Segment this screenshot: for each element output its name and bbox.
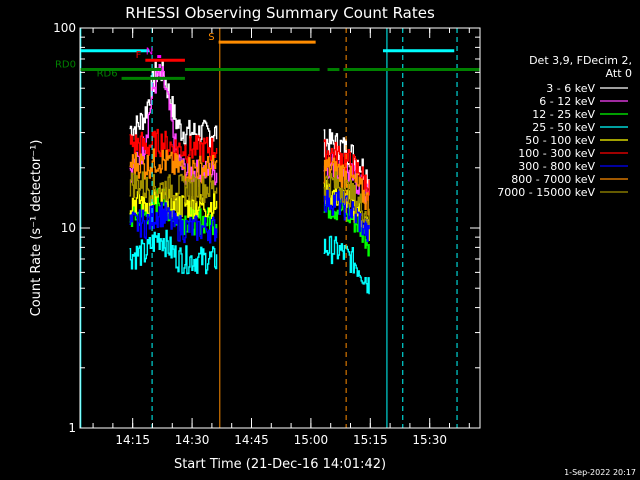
series-8-segment-0 xyxy=(129,171,218,203)
x-tick-label-2: 14:45 xyxy=(234,433,269,447)
y-tick-label-2: 100 xyxy=(53,21,76,35)
x-tick-label-4: 15:15 xyxy=(353,433,388,447)
legend-label-0: 3 - 6 keV xyxy=(546,82,595,95)
y-tick-label-0: 1 xyxy=(68,421,76,435)
legend-label-5: 100 - 300 keV xyxy=(518,147,595,160)
series-7-segment-1 xyxy=(323,157,370,216)
legend-label-2: 12 - 25 keV xyxy=(532,108,595,121)
series-8-segment-1 xyxy=(323,171,370,225)
legend-label-7: 800 - 7000 keV xyxy=(511,173,595,186)
y-tick-label-1: 10 xyxy=(61,221,76,235)
legend-header-0: Det 3,9, FDecim 2, xyxy=(529,54,632,67)
legend-header-1: Att 0 xyxy=(606,67,632,80)
legend-label-4: 50 - 100 keV xyxy=(525,134,595,147)
flag-label-2: F xyxy=(136,50,142,61)
series-5-segment-0 xyxy=(129,128,218,164)
x-tick-label-3: 15:00 xyxy=(294,433,329,447)
series-6-segment-0 xyxy=(129,201,218,244)
series-3 xyxy=(129,229,370,295)
series-5 xyxy=(129,128,370,201)
flag-label-1: S xyxy=(208,32,214,43)
legend-label-6: 300 - 800 keV xyxy=(518,160,595,173)
flag-label-5: RD6 xyxy=(97,68,118,79)
y-axis-label: Count Rate (s⁻¹ detector⁻¹) xyxy=(29,140,44,317)
series-3-segment-0 xyxy=(129,229,218,275)
legend-label-8: 7000 - 15000 keV xyxy=(497,186,595,199)
series-0-segment-0 xyxy=(129,59,218,148)
flag-label-4: RD0 xyxy=(55,60,76,71)
series-5-segment-1 xyxy=(323,139,370,201)
footer-date: 1-Sep-2022 20:17 xyxy=(564,468,636,477)
x-tick-label-1: 14:30 xyxy=(175,433,210,447)
chart-title: RHESSI Observing Summary Count Rates xyxy=(125,4,435,22)
axes: 1 10 100 14:15 14:30 14:45 15:00 15:15 15:30 xyxy=(53,21,481,447)
series-8 xyxy=(129,171,370,225)
x-axis-label: Start Time (21-Dec-16 14:01:42) xyxy=(174,457,386,472)
plot-area: S F N RD0 RD6 xyxy=(55,28,480,428)
flag-label-3: N xyxy=(146,47,153,58)
legend-label-1: 6 - 12 keV xyxy=(539,95,595,108)
x-tick-label-5: 15:30 xyxy=(412,433,447,447)
legend-label-3: 25 - 50 keV xyxy=(532,121,595,134)
x-tick-label-0: 14:15 xyxy=(115,433,150,447)
